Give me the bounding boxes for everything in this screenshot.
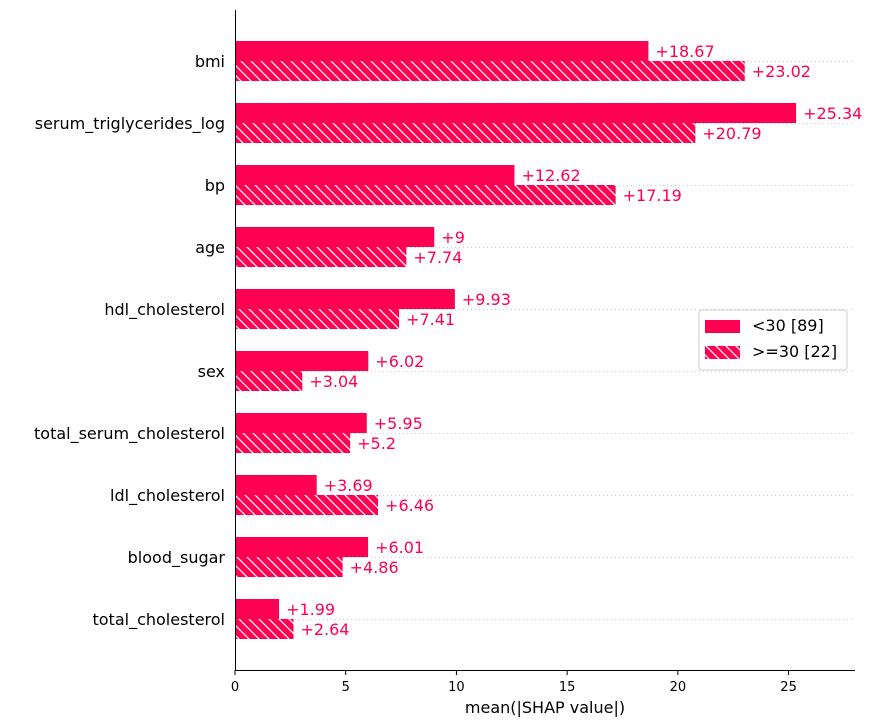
x-tick-label-15: 15 — [559, 680, 576, 695]
bar-bmi-series-2 — [235, 61, 745, 81]
x-tick-label-10: 10 — [448, 680, 465, 695]
value-label-bmi-series-1: +18.67 — [655, 42, 714, 61]
value-label-age-series-1: +9 — [441, 228, 465, 247]
bar-total-serum-cholesterol-series-1 — [235, 413, 367, 433]
x-ticks: 0 5 10 15 20 25 — [231, 670, 797, 695]
value-label-total-cholesterol-series-2: +2.64 — [300, 620, 349, 639]
value-label-hdl-cholesterol-series-2: +7.41 — [406, 310, 455, 329]
bar-hdl-cholesterol-series-2 — [235, 309, 400, 329]
legend-label-series-2: >=30 [22] — [752, 342, 837, 361]
legend-swatch-series-2 — [705, 346, 740, 359]
feature-label-total-cholesterol: total_cholesterol — [92, 610, 225, 630]
feature-label-ldl-cholesterol: ldl_cholesterol — [110, 486, 225, 506]
axes — [235, 10, 855, 671]
bar-blood-sugar-series-1 — [235, 537, 369, 557]
x-tick-label-25: 25 — [780, 680, 797, 695]
value-label-total-cholesterol-series-1: +1.99 — [286, 600, 335, 619]
value-label-ldl-cholesterol-series-2: +6.46 — [385, 496, 434, 515]
value-label-ldl-cholesterol-series-1: +3.69 — [324, 476, 373, 495]
bar-ldl-cholesterol-series-1 — [235, 475, 317, 495]
bar-bp-series-2 — [235, 185, 616, 205]
bar-serum-triglycerides-log-series-1 — [235, 103, 797, 123]
legend-swatch-series-1 — [705, 320, 740, 333]
value-label-bp-series-2: +17.19 — [623, 186, 682, 205]
x-tick-label-0: 0 — [231, 680, 239, 695]
value-label-blood-sugar-series-2: +4.86 — [350, 558, 399, 577]
x-tick-label-20: 20 — [670, 680, 687, 695]
legend-label-series-1: <30 [89] — [752, 316, 824, 335]
feature-label-bmi: bmi — [195, 52, 225, 71]
bar-total-serum-cholesterol-series-2 — [235, 433, 351, 453]
feature-label-hdl-cholesterol: hdl_cholesterol — [104, 300, 225, 320]
bar-hdl-cholesterol-series-1 — [235, 289, 455, 309]
bar-bp-series-1 — [235, 165, 515, 185]
bar-ldl-cholesterol-series-2 — [235, 495, 379, 515]
value-label-hdl-cholesterol-series-1: +9.93 — [462, 290, 511, 309]
value-label-sex-series-1: +6.02 — [375, 352, 424, 371]
bar-blood-sugar-series-2 — [235, 557, 343, 577]
bar-sex-series-2 — [235, 371, 303, 391]
value-label-serum-triglycerides-log-series-2: +20.79 — [702, 124, 761, 143]
bar-age-series-1 — [235, 227, 435, 247]
bar-total-cholesterol-series-2 — [235, 619, 294, 639]
feature-label-bp: bp — [205, 176, 225, 195]
feature-label-age: age — [195, 238, 225, 257]
bar-age-series-2 — [235, 247, 407, 267]
feature-label-total-serum-cholesterol: total_serum_cholesterol — [34, 424, 225, 444]
value-label-sex-series-2: +3.04 — [309, 372, 358, 391]
feature-label-sex: sex — [198, 362, 225, 381]
feature-label-blood-sugar: blood_sugar — [128, 548, 226, 568]
x-tick-label-5: 5 — [342, 680, 350, 695]
value-label-bmi-series-2: +23.02 — [752, 62, 811, 81]
bar-serum-triglycerides-log-series-2 — [235, 123, 696, 143]
x-axis-title: mean(|SHAP value|) — [465, 698, 625, 717]
value-label-blood-sugar-series-1: +6.01 — [375, 538, 424, 557]
feature-label-serum-triglycerides-log: serum_triglycerides_log — [35, 114, 225, 134]
value-label-bp-series-1: +12.62 — [521, 166, 580, 185]
value-label-total-serum-cholesterol-series-2: +5.2 — [357, 434, 396, 453]
value-label-age-series-2: +7.74 — [413, 248, 462, 267]
value-label-serum-triglycerides-log-series-1: +25.34 — [803, 104, 862, 123]
bar-total-cholesterol-series-1 — [235, 599, 280, 619]
value-label-total-serum-cholesterol-series-1: +5.95 — [374, 414, 423, 433]
bar-bmi-series-1 — [235, 41, 649, 61]
bar-sex-series-1 — [235, 351, 369, 371]
legend: <30 [89] >=30 [22] — [698, 309, 848, 371]
bars — [235, 41, 797, 639]
value-labels: +18.67+23.02+25.34+20.79+12.62+17.19+9+7… — [286, 42, 862, 639]
